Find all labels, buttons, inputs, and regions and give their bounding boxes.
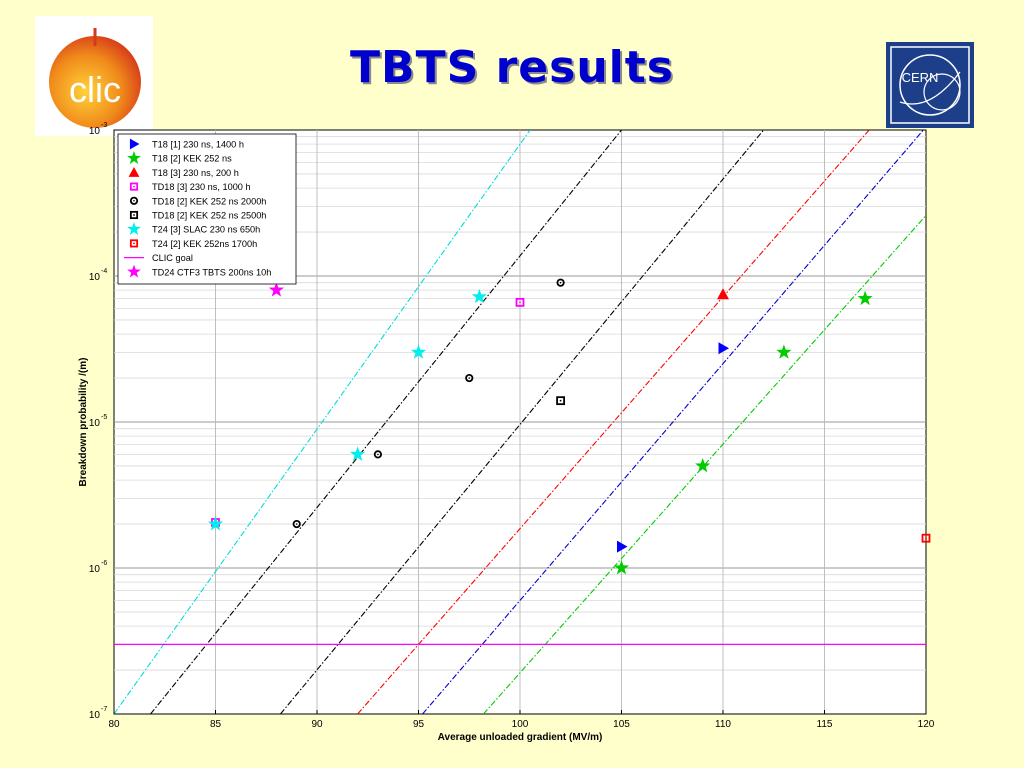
data-point [613,560,630,575]
data-point [921,533,931,543]
data-point [556,278,565,287]
data-point [776,344,792,359]
legend-marker [129,210,139,220]
cern-logo: CERN [886,42,974,128]
data-point [718,342,729,355]
fit-line [357,130,870,714]
y-tick-label: 10 [89,710,101,721]
x-tick-label: 105 [613,719,630,730]
fit-line [483,215,926,714]
data-point-dot [295,523,298,525]
x-tick-label: 95 [413,719,425,730]
data-point [349,446,366,461]
page-title: TBTS results [350,42,674,93]
legend-label: T18 [1] 230 ns, 1400 h [152,140,244,150]
data-point-dot [925,537,927,540]
data-point-dot [377,453,379,456]
legend-label: TD18 [2] KEK 252 ns 2500h [152,211,266,221]
legend-label: TD18 [3] 230 ns, 1000 h [152,182,251,192]
x-tick-label: 80 [108,719,120,730]
x-tick-label: 120 [918,719,935,730]
legend-marker [129,138,140,150]
legend-marker [127,151,141,165]
legend: T18 [1] 230 ns, 1400 h T18 [2] KEK 252 ns… [117,133,297,285]
data-point [717,288,729,300]
y-tick-exponent: -6 [101,560,107,567]
fit-line [114,130,531,714]
data-point [617,540,628,553]
y-tick-label: 10 [89,564,101,575]
data-point [465,373,474,383]
y-tick-label: 10 [89,418,101,429]
data-point [695,457,711,473]
clic-logo-text: clic [69,69,121,110]
y-tick-exponent: -3 [101,122,107,129]
data-point-dot [519,301,521,304]
y-axis-label: Breakdown probability /(m) [78,358,89,487]
legend-marker [127,264,141,278]
legend-marker [127,222,141,236]
legend-label: TD18 [2] KEK 252 ns 2000h [152,196,266,206]
legend-marker [129,196,139,205]
clic-logo: clic [35,16,153,136]
fit-line [150,130,622,714]
legend-marker [129,182,139,191]
data-point-dot [468,377,471,379]
legend-box [117,133,297,285]
legend-marker [129,239,139,248]
fit-line [422,130,925,714]
x-tick-label: 115 [817,719,833,730]
y-tick-label: 10 [89,126,101,137]
data-point [207,516,224,531]
legend-marker-dot [133,185,135,188]
data-point [268,282,285,297]
legend-label: T24 [2] KEK 252ns 1700h [152,239,257,249]
data-point-dot [559,281,562,284]
data-point [410,344,427,359]
data-point [471,288,488,304]
data-point [857,290,873,306]
x-axis-label: Average unloaded gradient (MV/m) [438,732,603,743]
legend-marker [128,167,140,177]
data-point-dot [559,399,562,402]
legend-label: T18 [2] KEK 252 ns [152,154,232,164]
cern-logo-text: CERN [902,70,939,85]
data-point [373,450,382,459]
legend-label: T18 [3] 230 ns, 200 h [152,168,239,178]
x-tick-label: 85 [210,719,222,730]
legend-marker-dot [133,214,135,216]
data-point [515,297,525,307]
y-tick-exponent: -5 [101,414,107,421]
y-tick-label: 10 [89,272,101,283]
legend-label: CLIC goal [152,253,193,263]
x-tick-label: 100 [512,719,529,730]
data-point [292,519,301,529]
x-tick-label: 90 [311,719,323,730]
legend-label: TD24 CTF3 TBTS 200ns 10h [152,267,271,277]
legend-marker-dot [133,242,135,245]
y-tick-exponent: -7 [101,706,107,713]
x-tick-label: 110 [715,719,731,730]
legend-label: T24 [3] SLAC 230 ns 650h [152,225,260,235]
y-tick-exponent: -4 [101,268,107,275]
legend-marker-dot [133,200,135,202]
data-point [556,396,565,406]
